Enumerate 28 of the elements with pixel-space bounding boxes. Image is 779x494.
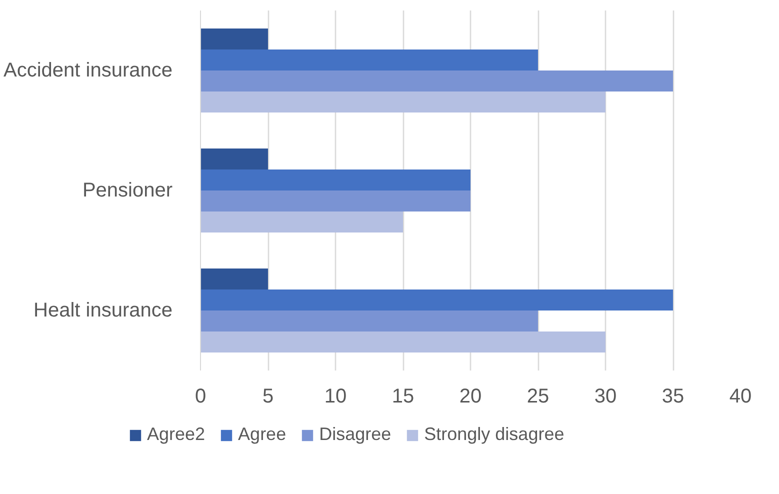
x-tick-label: 35	[662, 386, 684, 408]
bar	[200, 170, 470, 190]
x-tick-label: 25	[526, 386, 550, 408]
y-tick-label: Accident insurance	[4, 60, 172, 82]
x-tick-label: 30	[594, 386, 617, 408]
bar	[200, 290, 673, 310]
x-tick-label: 0	[194, 386, 206, 408]
bar	[200, 70, 673, 92]
y-tick-label: Pensioner	[82, 180, 173, 202]
legend-label: Agree	[238, 424, 286, 445]
x-tick-label: 40	[729, 386, 752, 408]
bar	[200, 310, 538, 332]
bar	[200, 92, 606, 112]
bar	[200, 50, 538, 70]
bar	[200, 28, 268, 50]
legend-label: Disagree	[319, 424, 392, 445]
x-tick-label: 5	[262, 386, 274, 408]
legend-label: Strongly disagree	[424, 424, 564, 445]
y-tick-label: Healt insurance	[34, 300, 173, 322]
legend-label: Agree2	[147, 424, 206, 445]
bar	[200, 148, 268, 170]
bar	[200, 268, 268, 290]
bar	[200, 332, 606, 352]
x-tick-label: 15	[392, 386, 414, 408]
bar	[200, 212, 403, 232]
x-tick-label: 10	[324, 386, 347, 408]
x-tick-label: 20	[459, 386, 482, 408]
bar	[200, 190, 470, 212]
